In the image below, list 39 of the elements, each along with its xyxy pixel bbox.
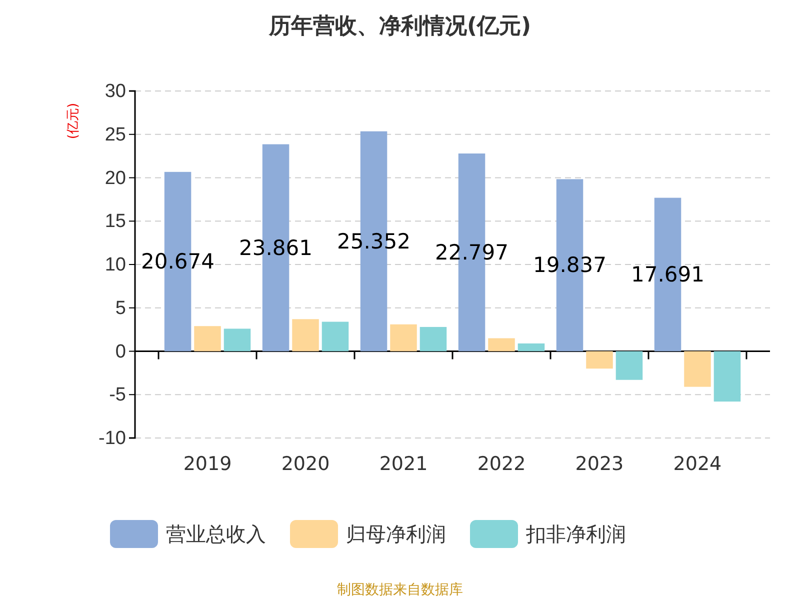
x-tick-label: 2022 bbox=[477, 453, 526, 475]
data-label: 22.797 bbox=[435, 240, 509, 264]
x-tick-label: 2020 bbox=[281, 453, 330, 475]
bar bbox=[586, 351, 613, 369]
y-tick-label: -5 bbox=[109, 384, 126, 406]
bar bbox=[488, 338, 515, 352]
chart-title: 历年营收、净利情况(亿元) bbox=[268, 14, 532, 39]
y-tick-label: 0 bbox=[115, 341, 126, 362]
x-tick-label: 2024 bbox=[673, 453, 722, 475]
bar bbox=[194, 326, 221, 352]
y-tick-label: 25 bbox=[104, 124, 126, 146]
data-label: 17.691 bbox=[631, 262, 704, 287]
bar bbox=[292, 319, 319, 352]
bar bbox=[390, 324, 417, 352]
y-tick-label: 30 bbox=[104, 81, 126, 102]
x-tick-label: 2021 bbox=[379, 453, 428, 475]
bar bbox=[322, 322, 349, 352]
y-tick-label: 5 bbox=[115, 298, 126, 319]
x-tick-label: 2019 bbox=[183, 453, 232, 475]
legend-label: 归母净利润 bbox=[346, 522, 446, 546]
data-label: 25.352 bbox=[337, 229, 411, 254]
data-label: 20.674 bbox=[141, 250, 215, 274]
y-tick-label: 10 bbox=[104, 254, 126, 276]
text: 制图数据来自数据库 bbox=[337, 582, 463, 598]
data-label: 23.861 bbox=[239, 236, 313, 260]
bar bbox=[420, 326, 447, 352]
y-axis-title: (亿元) bbox=[66, 102, 81, 140]
y-tick-label: -10 bbox=[98, 428, 126, 450]
y-tick-label: 15 bbox=[104, 211, 126, 232]
bar bbox=[616, 351, 643, 380]
data-label: 19.837 bbox=[533, 253, 606, 278]
y-tick-label: 20 bbox=[104, 168, 126, 189]
bar bbox=[518, 343, 545, 352]
legend-label: 营业总收入 bbox=[166, 522, 266, 546]
x-tick-label: 2023 bbox=[575, 453, 624, 475]
legend-label: 扣非净利润 bbox=[525, 522, 626, 546]
bar bbox=[224, 328, 251, 352]
bar bbox=[684, 351, 711, 387]
bar bbox=[714, 351, 741, 402]
